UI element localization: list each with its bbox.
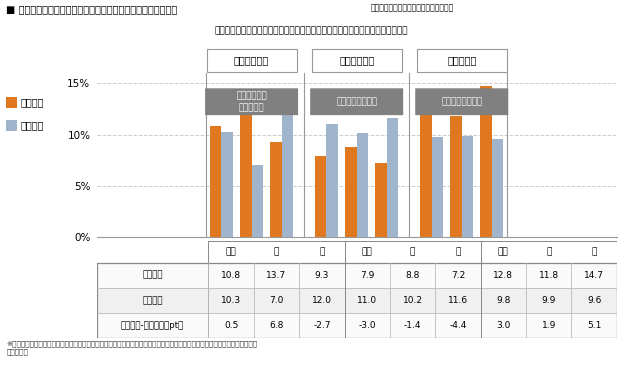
Text: 9.3: 9.3 <box>315 271 329 280</box>
Text: 全体: 全体 <box>226 248 237 257</box>
Text: -2.7: -2.7 <box>313 321 331 330</box>
Text: 10.3: 10.3 <box>221 296 241 305</box>
Text: 12.8: 12.8 <box>493 271 513 280</box>
Text: -3.0: -3.0 <box>358 321 376 330</box>
Bar <box>450 116 462 237</box>
Bar <box>432 137 443 237</box>
Text: ■ 新型コロナウイルス感染拡大の「夫婦関係満足度」への影響: ■ 新型コロナウイルス感染拡大の「夫婦関係満足度」への影響 <box>6 4 178 14</box>
Text: 妻: 妻 <box>455 248 460 257</box>
Text: 夫・妻共に下がる: 夫・妻共に下がる <box>336 97 377 106</box>
Text: 7.9: 7.9 <box>360 271 374 280</box>
Text: -1.4: -1.4 <box>404 321 421 330</box>
Text: 共働き世帯: 共働き世帯 <box>447 56 477 65</box>
Bar <box>97 288 617 313</box>
Text: 14.7: 14.7 <box>584 271 604 280</box>
FancyBboxPatch shape <box>310 88 403 115</box>
Text: 夫は上がり、
妻は下がる: 夫は上がり、 妻は下がる <box>236 91 267 112</box>
Bar <box>209 241 345 263</box>
Text: 12.0: 12.0 <box>312 296 332 305</box>
Bar <box>97 263 617 288</box>
FancyBboxPatch shape <box>416 88 508 115</box>
Bar <box>356 133 368 237</box>
Text: 夫・妻共に上がる: 夫・妻共に上がる <box>441 97 482 106</box>
Text: 全体: 全体 <box>362 248 373 257</box>
Bar <box>240 96 252 237</box>
Text: （全体／夫婦の就業形態別／単一回答）: （全体／夫婦の就業形態別／単一回答） <box>371 4 454 13</box>
Text: 11.8: 11.8 <box>539 271 559 280</box>
Bar <box>326 125 338 237</box>
Text: 6.8: 6.8 <box>269 321 283 330</box>
Bar <box>462 136 473 237</box>
Text: 3.0: 3.0 <box>496 321 510 330</box>
Text: 8.8: 8.8 <box>406 271 420 280</box>
Text: 13.7: 13.7 <box>267 271 287 280</box>
Text: 11.6: 11.6 <box>448 296 468 305</box>
Text: 下がった: 下がった <box>21 120 44 131</box>
Text: 9.6: 9.6 <box>587 296 601 305</box>
Bar <box>97 313 617 338</box>
Bar <box>282 114 293 237</box>
Text: 下がった: 下がった <box>142 296 163 305</box>
Bar <box>315 156 326 237</box>
Text: 9.9: 9.9 <box>541 296 556 305</box>
Text: 5.1: 5.1 <box>587 321 601 330</box>
Text: 全体: 全体 <box>498 248 509 257</box>
Text: 9.8: 9.8 <box>496 296 510 305</box>
Text: 夫: 夫 <box>410 248 416 257</box>
Bar <box>480 86 492 237</box>
Bar <box>221 132 233 237</box>
Bar <box>420 106 432 237</box>
Bar <box>252 165 263 237</box>
Text: -4.4: -4.4 <box>449 321 467 330</box>
Text: 11.0: 11.0 <box>357 296 378 305</box>
Text: 妻: 妻 <box>591 248 597 257</box>
Text: ※満足度が「上がった」「下がった」の差は、小数点第２位以下を含めた数値で算出しているため、数値にずれが生じる場合が
あります。: ※満足度が「上がった」「下がった」の差は、小数点第２位以下を含めた数値で算出して… <box>6 340 257 355</box>
Bar <box>345 147 356 237</box>
Text: 1.9: 1.9 <box>541 321 556 330</box>
Text: 10.2: 10.2 <box>402 296 422 305</box>
Text: 7.2: 7.2 <box>451 271 465 280</box>
Text: 上がった-下がった（pt）: 上がった-下がった（pt） <box>121 321 184 330</box>
Bar <box>97 263 617 338</box>
Text: 10.8: 10.8 <box>221 271 241 280</box>
Bar <box>210 126 221 237</box>
Text: 上がった: 上がった <box>21 98 44 108</box>
Bar <box>376 163 387 237</box>
Text: 専業主婦世帯: 専業主婦世帯 <box>234 56 269 65</box>
Text: 上がった: 上がった <box>142 271 163 280</box>
Bar <box>97 263 209 338</box>
Text: 夫: 夫 <box>546 248 551 257</box>
Bar <box>492 139 503 237</box>
Text: 7.0: 7.0 <box>269 296 283 305</box>
Text: 兼業主婦世帯: 兼業主婦世帯 <box>339 56 374 65</box>
Bar <box>481 241 617 263</box>
Bar <box>270 142 282 237</box>
Bar <box>387 118 398 237</box>
Bar <box>345 241 481 263</box>
Text: 夫: 夫 <box>273 248 279 257</box>
Text: 0.5: 0.5 <box>224 321 238 330</box>
Text: 妻: 妻 <box>319 248 325 257</box>
FancyBboxPatch shape <box>205 88 298 115</box>
Text: ＜夫婦の就業形態別「夫婦関係満足度」が上がった人・下がった人の割合比較＞: ＜夫婦の就業形態別「夫婦関係満足度」が上がった人・下がった人の割合比較＞ <box>215 26 408 35</box>
